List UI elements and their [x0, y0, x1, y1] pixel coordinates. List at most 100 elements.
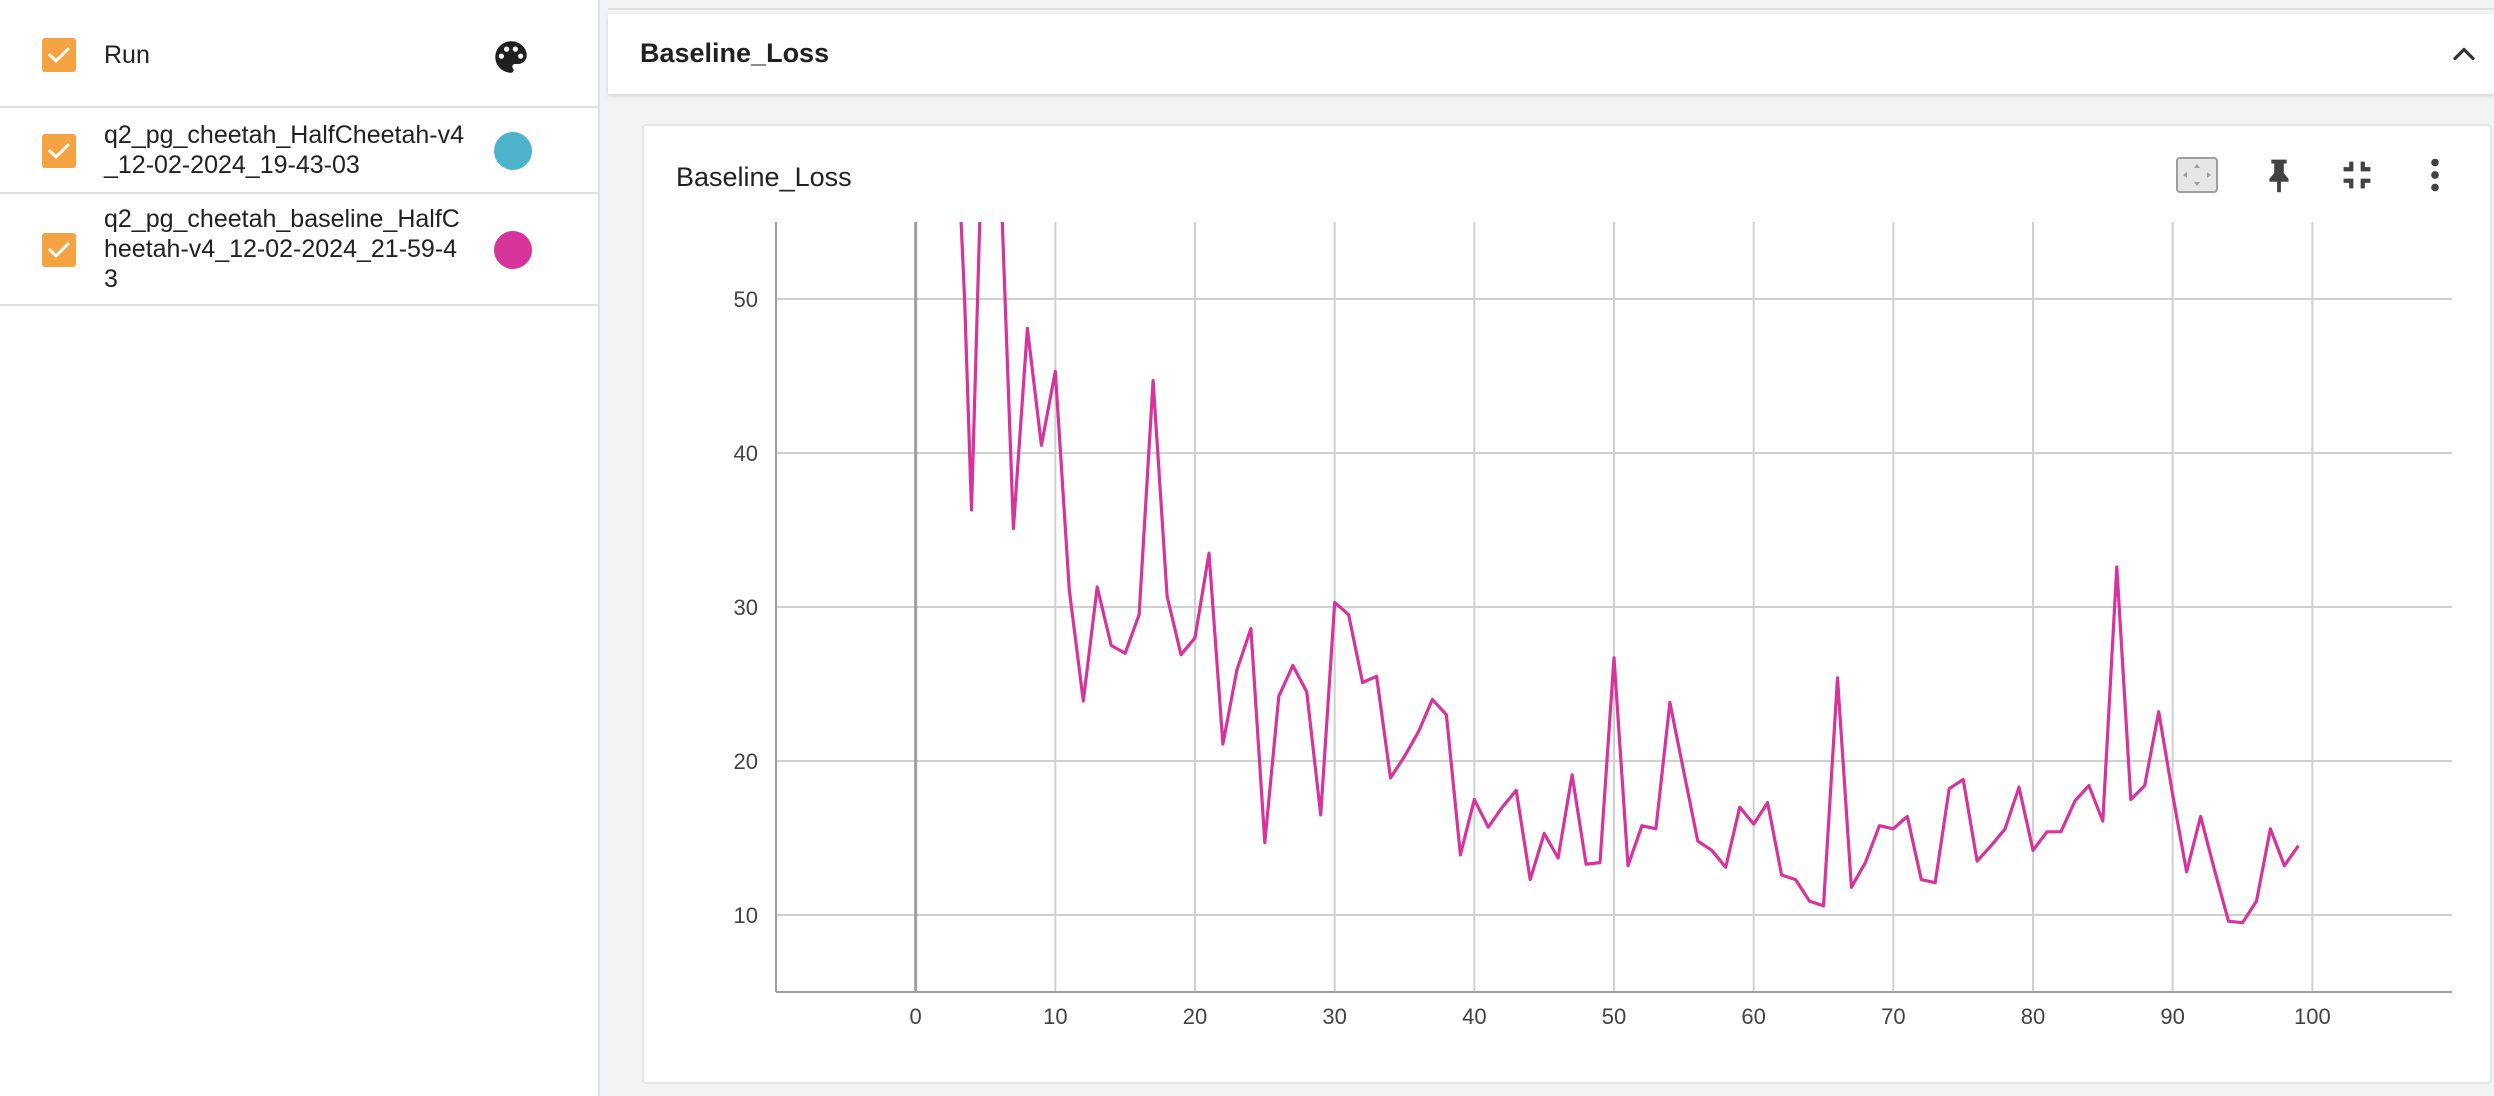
data-point[interactable]	[1971, 855, 1983, 867]
data-point[interactable]	[2083, 780, 2095, 792]
data-point[interactable]	[2055, 826, 2067, 838]
data-point[interactable]	[1007, 522, 1019, 534]
data-point[interactable]	[2041, 826, 2053, 838]
palette-icon[interactable]	[490, 36, 532, 83]
data-point[interactable]	[1748, 818, 1760, 830]
data-point[interactable]	[2223, 915, 2235, 927]
data-point[interactable]	[2069, 795, 2081, 807]
data-point[interactable]	[1063, 584, 1075, 596]
select-all-checkbox[interactable]	[42, 38, 76, 72]
data-point[interactable]	[1580, 858, 1592, 870]
data-point[interactable]	[1133, 609, 1145, 621]
data-point[interactable]	[1343, 609, 1355, 621]
data-point[interactable]	[1091, 581, 1103, 593]
data-point[interactable]	[2153, 706, 2165, 718]
data-point[interactable]	[1021, 322, 1033, 334]
pin-icon[interactable]	[2256, 152, 2302, 203]
run-row[interactable]: q2_pg_cheetah_baseline_HalfCheetah-v4_12…	[0, 194, 600, 306]
data-point[interactable]	[1119, 647, 1131, 659]
data-point[interactable]	[1734, 801, 1746, 813]
data-point[interactable]	[952, 139, 964, 151]
data-point[interactable]	[1608, 652, 1620, 664]
line-chart[interactable]: 10 20 30 40 50 0 10 20 30 40 50 60 70 80 90 100	[644, 126, 2490, 1082]
data-point[interactable]	[2097, 815, 2109, 827]
data-point[interactable]	[1594, 857, 1606, 869]
group-header[interactable]: Baseline_Loss	[608, 14, 2494, 94]
data-point[interactable]	[966, 504, 978, 516]
data-point[interactable]	[1985, 840, 1997, 852]
data-point[interactable]	[1678, 766, 1690, 778]
data-point[interactable]	[1510, 784, 1522, 796]
data-point[interactable]	[2195, 810, 2207, 822]
data-point[interactable]	[1077, 695, 1089, 707]
run-color-swatch[interactable]	[494, 132, 532, 170]
data-point[interactable]	[1482, 821, 1494, 833]
data-point[interactable]	[1664, 696, 1676, 708]
data-point[interactable]	[1399, 750, 1411, 762]
data-point[interactable]	[1552, 852, 1564, 864]
data-point[interactable]	[1468, 794, 1480, 806]
data-point[interactable]	[1901, 810, 1913, 822]
data-point[interactable]	[1175, 649, 1187, 661]
data-point[interactable]	[1720, 861, 1732, 873]
data-point[interactable]	[1259, 837, 1271, 849]
data-point[interactable]	[1566, 769, 1578, 781]
data-point[interactable]	[1273, 690, 1285, 702]
data-point[interactable]	[1454, 849, 1466, 861]
data-point[interactable]	[1706, 844, 1718, 856]
data-point[interactable]	[1692, 835, 1704, 847]
data-point[interactable]	[1790, 874, 1802, 886]
data-point[interactable]	[1650, 823, 1662, 835]
data-point[interactable]	[959, 293, 971, 305]
run-checkbox[interactable]	[42, 233, 76, 267]
data-point[interactable]	[1189, 632, 1201, 644]
data-point[interactable]	[2264, 823, 2276, 835]
data-point[interactable]	[2139, 780, 2151, 792]
run-row[interactable]: q2_pg_cheetah_HalfCheetah-v4_12-02-2024_…	[0, 108, 600, 194]
data-point[interactable]	[1245, 623, 1257, 635]
collapse-fullscreen-icon[interactable]	[2334, 152, 2380, 203]
data-point[interactable]	[1999, 823, 2011, 835]
data-point[interactable]	[2250, 895, 2262, 907]
data-point[interactable]	[2237, 917, 2249, 929]
data-point[interactable]	[1887, 823, 1899, 835]
data-point[interactable]	[1357, 676, 1369, 688]
data-point[interactable]	[2125, 794, 2137, 806]
data-point[interactable]	[1776, 869, 1788, 881]
data-point[interactable]	[1412, 726, 1424, 738]
data-point[interactable]	[1315, 809, 1327, 821]
data-point[interactable]	[1385, 772, 1397, 784]
data-point[interactable]	[1147, 375, 1159, 387]
data-point[interactable]	[1371, 670, 1383, 682]
data-point[interactable]	[1915, 874, 1927, 886]
data-point[interactable]	[1287, 660, 1299, 672]
data-point[interactable]	[1831, 672, 1843, 684]
fit-domain-icon[interactable]	[2174, 152, 2220, 203]
data-point[interactable]	[1873, 820, 1885, 832]
data-point[interactable]	[1301, 686, 1313, 698]
data-point[interactable]	[1217, 738, 1229, 750]
data-point[interactable]	[1622, 860, 1634, 872]
data-point[interactable]	[2209, 864, 2221, 876]
more-vert-icon[interactable]	[2412, 152, 2458, 203]
data-point[interactable]	[1804, 895, 1816, 907]
data-point[interactable]	[1524, 874, 1536, 886]
data-point[interactable]	[1957, 773, 1969, 785]
data-point[interactable]	[2027, 844, 2039, 856]
data-point[interactable]	[1943, 783, 1955, 795]
data-point[interactable]	[1929, 877, 1941, 889]
data-point[interactable]	[1329, 596, 1341, 608]
data-point[interactable]	[1426, 693, 1438, 705]
data-point[interactable]	[2111, 561, 2123, 573]
data-point[interactable]	[1845, 881, 1857, 893]
data-point[interactable]	[1762, 797, 1774, 809]
data-point[interactable]	[1231, 664, 1243, 676]
data-point[interactable]	[2167, 789, 2179, 801]
run-checkbox[interactable]	[42, 134, 76, 168]
data-point[interactable]	[2292, 840, 2304, 852]
data-point[interactable]	[1636, 820, 1648, 832]
series-line[interactable]	[958, 126, 2300, 925]
data-point[interactable]	[2181, 866, 2193, 878]
chevron-up-icon[interactable]	[2446, 36, 2482, 77]
data-point[interactable]	[1440, 709, 1452, 721]
